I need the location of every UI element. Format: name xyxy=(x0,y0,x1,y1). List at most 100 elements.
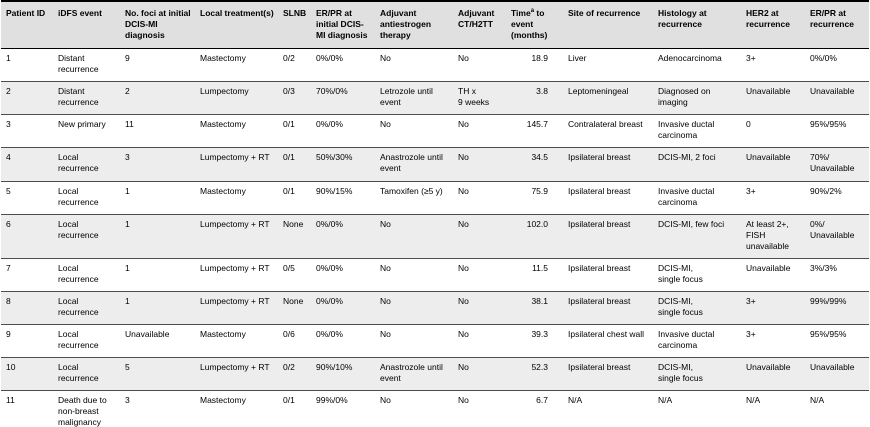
cell-local-treatment: Mastectomy xyxy=(195,323,278,358)
cell-adjuvant-ct: No xyxy=(458,53,469,64)
cell-local-treatment: Lumpectomy + RT xyxy=(195,213,278,259)
cell-idfs-event: Local recurrence xyxy=(53,290,120,325)
cell-site-recurrence: Ipsilateral breast xyxy=(563,213,653,259)
cell-slnb: 0/1 xyxy=(278,390,311,427)
cell-foci-initial: 3 xyxy=(120,390,195,427)
cell-site-recurrence: Ipsilateral chest wall xyxy=(563,323,653,358)
cell-adjuvant-ct: No xyxy=(453,357,506,391)
table-row: 11 Death due to non-breast malignancy 3 Mas… xyxy=(1,390,869,427)
cell-adjuvant-antiestrogen: No xyxy=(380,53,391,64)
table-header: Patient ID iDFS event No. foci at initial … xyxy=(1,1,869,50)
cell-site-recurrence: N/A xyxy=(563,390,653,427)
cell-histology-recurrence: Invasive ductal carcinoma xyxy=(653,114,741,148)
cell-adjuvant-antiestrogen: Tamoxifen (≥5 y) xyxy=(375,180,453,215)
table-row: 10 Local recurrence 5 Lumpectomy + RT 0/2 90%… xyxy=(1,357,869,391)
cell-erpr-initial: 0%/0% xyxy=(311,290,375,325)
cell-idfs-event: Local recurrence xyxy=(53,213,120,259)
cell-foci-initial: 11 xyxy=(120,114,195,148)
cell-idfs-event: Local recurrence xyxy=(53,357,120,391)
col-header-site-recurrence: Site of recurrence xyxy=(563,1,653,50)
cell-time-to-event: 18.9 xyxy=(531,53,548,64)
cell-foci-initial: 1 xyxy=(120,257,195,292)
cell-patient-id: 4 xyxy=(1,147,53,182)
cell-adjuvant-antiestrogen: No xyxy=(375,114,453,148)
cell-histology-recurrence: DCIS-MI, 2 foci xyxy=(653,147,741,182)
cell-foci-initial: 1 xyxy=(120,213,195,259)
cell-site-recurrence: Ipsilateral breast xyxy=(563,357,653,391)
cell-idfs-event: Local recurrence xyxy=(53,147,120,182)
cell-local-treatment: Mastectomy xyxy=(195,390,278,427)
header-text: to event (months) xyxy=(511,8,548,41)
cell-histology-recurrence: Diagnosed on imaging xyxy=(653,81,741,115)
cell-erpr-initial: 0%/0% xyxy=(311,213,375,259)
cell-local-treatment: Lumpectomy + RT xyxy=(195,257,278,292)
table-body: 1 Distant recurrence 9 Mastectomy 0/2 0%/0% No… xyxy=(1,49,869,427)
cell-histology-recurrence: DCIS-MI, single focus xyxy=(653,357,741,391)
cell-erpr-initial: 50%/30% xyxy=(311,147,375,182)
cell-erpr-recurrence: 90%/2% xyxy=(805,180,869,215)
cell-adjuvant-antiestrogen: No xyxy=(375,290,453,325)
cell-site-recurrence: Contralateral breast xyxy=(563,114,653,148)
cell-adjuvant-antiestrogen: Anastrozole until event xyxy=(375,147,453,182)
cell-adjuvant-ct: TH x 9 weeks xyxy=(453,81,506,115)
cell-idfs-event: Local recurrence xyxy=(53,257,120,292)
cell-local-treatment: Mastectomy xyxy=(195,180,278,215)
cell-erpr-recurrence: 95%/95% xyxy=(805,323,869,358)
cell-foci-initial: 9 xyxy=(125,53,130,64)
cell-her2-recurrence: 0 xyxy=(741,114,805,148)
cell-histology-recurrence: Invasive ductal carcinoma xyxy=(653,323,741,358)
cell-idfs-event: Distant recurrence xyxy=(58,53,99,75)
col-header-histology-recurrence: Histology at recurrence xyxy=(653,1,741,50)
cell-erpr-initial: 0%/0% xyxy=(311,257,375,292)
cell-her2-recurrence: Unavailable xyxy=(741,81,805,115)
cell-site-recurrence: Ipsilateral breast xyxy=(563,257,653,292)
cell-slnb: 0/3 xyxy=(278,81,311,115)
cell-time-to-event: 3.8 xyxy=(506,81,563,115)
cell-local-treatment: Lumpectomy xyxy=(195,81,278,115)
cell-erpr-recurrence: N/A xyxy=(805,390,869,427)
cell-patient-id: 5 xyxy=(1,180,53,215)
cell-local-treatment: Lumpectomy + RT xyxy=(195,357,278,391)
cell-local-treatment: Lumpectomy + RT xyxy=(195,290,278,325)
cell-site-recurrence: Ipsilateral breast xyxy=(563,180,653,215)
cell-slnb: 0/2 xyxy=(278,357,311,391)
cell-foci-initial: 1 xyxy=(120,290,195,325)
cell-erpr-recurrence: Unavailable xyxy=(805,81,869,115)
cell-foci-initial: 1 xyxy=(120,180,195,215)
cell-erpr-initial: 99%/0% xyxy=(311,390,375,427)
cell-adjuvant-antiestrogen: No xyxy=(375,257,453,292)
cell-idfs-event: New primary xyxy=(53,114,120,148)
cell-adjuvant-ct: No xyxy=(453,147,506,182)
cell-adjuvant-ct: No xyxy=(453,257,506,292)
cell-adjuvant-ct: No xyxy=(453,323,506,358)
cell-her2-recurrence: 3+ xyxy=(741,180,805,215)
cell-patient-id: 10 xyxy=(1,357,53,391)
cell-erpr-initial: 0%/0% xyxy=(316,53,343,64)
cell-time-to-event: 145.7 xyxy=(506,114,563,148)
col-header-foci-initial: No. foci at initial DCIS-MI diagnosis xyxy=(120,1,195,50)
cell-slnb: None xyxy=(278,213,311,259)
cell-her2-recurrence: At least 2+, FISH unavailable xyxy=(741,213,805,259)
col-header-adjuvant-antiestrogen: Adjuvant antiestrogen therapy xyxy=(375,1,453,50)
cell-erpr-initial: 70%/0% xyxy=(311,81,375,115)
cell-her2-recurrence: 3+ xyxy=(746,53,756,64)
cell-adjuvant-antiestrogen: No xyxy=(375,323,453,358)
cell-erpr-initial: 0%/0% xyxy=(311,323,375,358)
cell-erpr-initial: 90%/15% xyxy=(311,180,375,215)
table-row: 6 Local recurrence 1 Lumpectomy + RT None 0%/… xyxy=(1,213,869,259)
cell-time-to-event: 38.1 xyxy=(506,290,563,325)
cell-erpr-recurrence: 70%/ Unavailable xyxy=(805,147,869,182)
cell-time-to-event: 34.5 xyxy=(506,147,563,182)
table-row: 7 Local recurrence 1 Lumpectomy + RT 0/5 0%/0… xyxy=(1,257,869,292)
cell-her2-recurrence: Unavailable xyxy=(741,357,805,391)
cell-slnb: None xyxy=(278,290,311,325)
col-header-erpr-recurrence: ER/PR at recurrence xyxy=(805,1,869,50)
cell-time-to-event: 75.9 xyxy=(506,180,563,215)
cell-slnb: 0/1 xyxy=(278,147,311,182)
cell-foci-initial: 5 xyxy=(120,357,195,391)
cell-idfs-event: Death due to non-breast malignancy xyxy=(53,390,120,427)
cell-histology-recurrence: Adenocarcinoma xyxy=(658,53,722,64)
cell-histology-recurrence: DCIS-MI, single focus xyxy=(653,290,741,325)
col-header-idfs-event: iDFS event xyxy=(53,1,120,50)
